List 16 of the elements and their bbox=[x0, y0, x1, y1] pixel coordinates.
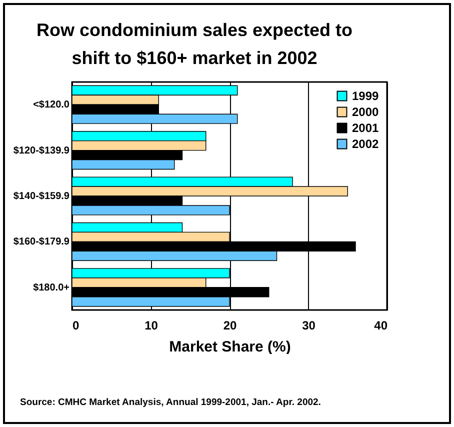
y-tick-label: <$120.0 bbox=[33, 100, 70, 111]
legend-label: 2001 bbox=[352, 121, 380, 135]
x-tick-label: 30 bbox=[302, 318, 316, 332]
legend-label: 1999 bbox=[352, 89, 380, 103]
x-tick-label: 20 bbox=[223, 318, 237, 332]
chart-title: Row condominium sales expected to shift to $160+ market in 2002 bbox=[36, 20, 353, 68]
y-tick-label: $160-$179.9 bbox=[13, 236, 70, 248]
source-note: Source: CMHC Market Analysis, Annual 1999-2001, Jan.- Apr. 2002. bbox=[20, 397, 321, 408]
x-tick-label: 0 bbox=[72, 318, 80, 332]
x-tick-label: 40 bbox=[374, 318, 388, 332]
x-tick-label: 10 bbox=[144, 318, 158, 332]
y-tick-label: $140-$159.9 bbox=[13, 191, 70, 202]
legend-label: 2000 bbox=[352, 105, 380, 119]
y-tick-label: $180.0+ bbox=[33, 282, 70, 294]
legend-label: 2002 bbox=[352, 137, 380, 151]
y-tick-label: $120-$139.9 bbox=[13, 145, 70, 156]
